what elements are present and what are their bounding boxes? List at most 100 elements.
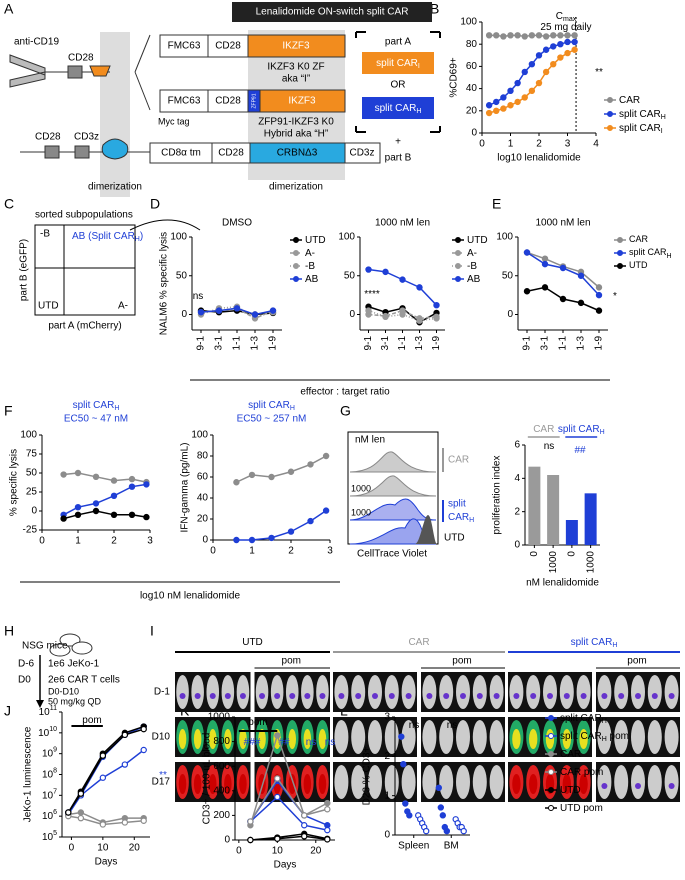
bar (565, 520, 578, 545)
x-tick-label: 1000 (585, 551, 596, 574)
mouse-image (472, 765, 487, 799)
chart-title: split CARH (73, 400, 120, 412)
point (247, 818, 254, 825)
chart-title: 1000 nM len (535, 218, 590, 229)
legend-marker (293, 263, 299, 269)
label: AB (Split CARH) (72, 231, 143, 243)
text-part: split CAR (560, 731, 602, 742)
signal (208, 729, 217, 749)
series-line (200, 305, 274, 318)
text-part: 7 (53, 788, 57, 795)
x-tick-label: 3 (147, 536, 153, 547)
histogram (349, 451, 437, 473)
legend-label: -B (305, 261, 315, 272)
text-part: 10 (42, 811, 54, 822)
mouse-image (439, 675, 454, 709)
chart-title: DMSO (222, 218, 252, 229)
point (99, 821, 107, 828)
y-tick-label: 0 (224, 835, 230, 846)
point (324, 826, 331, 834)
point (521, 33, 528, 40)
legend-marker (548, 769, 554, 775)
point (197, 308, 205, 316)
y-tick-label: 0 (31, 506, 37, 517)
x-tick-label: 2 (111, 536, 117, 547)
domain (101, 138, 129, 160)
text-part: AB (467, 274, 481, 285)
y-tick-label: 0 (507, 309, 513, 320)
text-part: split CAR (73, 400, 115, 411)
point (324, 799, 331, 807)
annotation: ** (159, 770, 167, 781)
axis-label: CellTrace Violet (357, 549, 427, 560)
signal (512, 774, 521, 794)
label: part B (385, 153, 412, 164)
x-tick-label: BM (444, 841, 459, 852)
annotation: pom (248, 717, 267, 728)
signal (562, 729, 571, 749)
domain (247, 34, 346, 58)
annotation: ## (574, 445, 586, 456)
text-part: CAR (629, 234, 649, 244)
signal (224, 774, 232, 794)
text-part: A- (305, 248, 315, 259)
signal (529, 774, 538, 794)
construct-row: CD8α tm CD28 CRBNΔ3 CD3z dimerization (149, 142, 381, 193)
point (92, 500, 100, 507)
signal (224, 729, 232, 749)
series-line (67, 725, 145, 813)
text-part: -B (467, 261, 477, 272)
point (523, 249, 531, 256)
point (595, 291, 603, 299)
y-tick-label: 107 (42, 788, 57, 801)
point (301, 833, 308, 840)
y-tick-label: 100 (170, 232, 187, 243)
text-part: split CAR (558, 424, 600, 435)
point (521, 68, 528, 76)
point (247, 836, 254, 844)
signal (239, 729, 247, 749)
legend-marker (293, 276, 299, 282)
arrow (129, 219, 201, 231)
x-tick-label: 1 (508, 139, 514, 150)
note: Hybrid aka “H” (264, 129, 328, 140)
signal (562, 774, 571, 794)
mouse-image (509, 675, 524, 709)
x-tick-label: 1-3 (414, 336, 425, 351)
x-tick-label: 4 (593, 139, 599, 150)
signal (668, 783, 675, 789)
legend-marker (548, 733, 554, 739)
panel-letter: E (492, 196, 501, 212)
signal (547, 693, 553, 699)
signal (388, 693, 395, 699)
signal (460, 693, 466, 699)
point (564, 38, 571, 46)
y-tick-label: 400 (213, 785, 230, 796)
mouse-image (597, 765, 612, 799)
note: ZFP91-IKZF3 K0 (258, 117, 334, 128)
legend-marker (293, 237, 299, 243)
point (268, 473, 275, 481)
series-line (249, 732, 328, 826)
point (382, 313, 389, 321)
construct-row: FMC63 CD28 ZFP91 IKZF3 Myc tag ZFP91-IKZ… (158, 89, 346, 140)
panel-c: sorted subpopulations -B AB (Split CARH)… (19, 210, 201, 332)
x-tick-label: 0 (479, 139, 485, 150)
signal (318, 729, 327, 749)
y-tick-label: 105 (42, 830, 57, 843)
x-tick-label: 1 (75, 536, 81, 547)
point (74, 504, 82, 511)
y-tick-label: 75 (26, 449, 38, 460)
mouse-image (614, 675, 629, 709)
text-part: split CAR (571, 637, 613, 648)
point (550, 43, 557, 50)
point (514, 98, 521, 106)
group-label: CAR (408, 637, 429, 648)
text-part: 25 mg daily (540, 22, 591, 33)
mouse-image (647, 675, 662, 709)
y-tick-label: 100 (191, 430, 208, 441)
y-axis-label: JeKo-1 luminescence (23, 726, 34, 822)
panel-letter: B (430, 1, 439, 17)
text: CAR (448, 512, 469, 523)
